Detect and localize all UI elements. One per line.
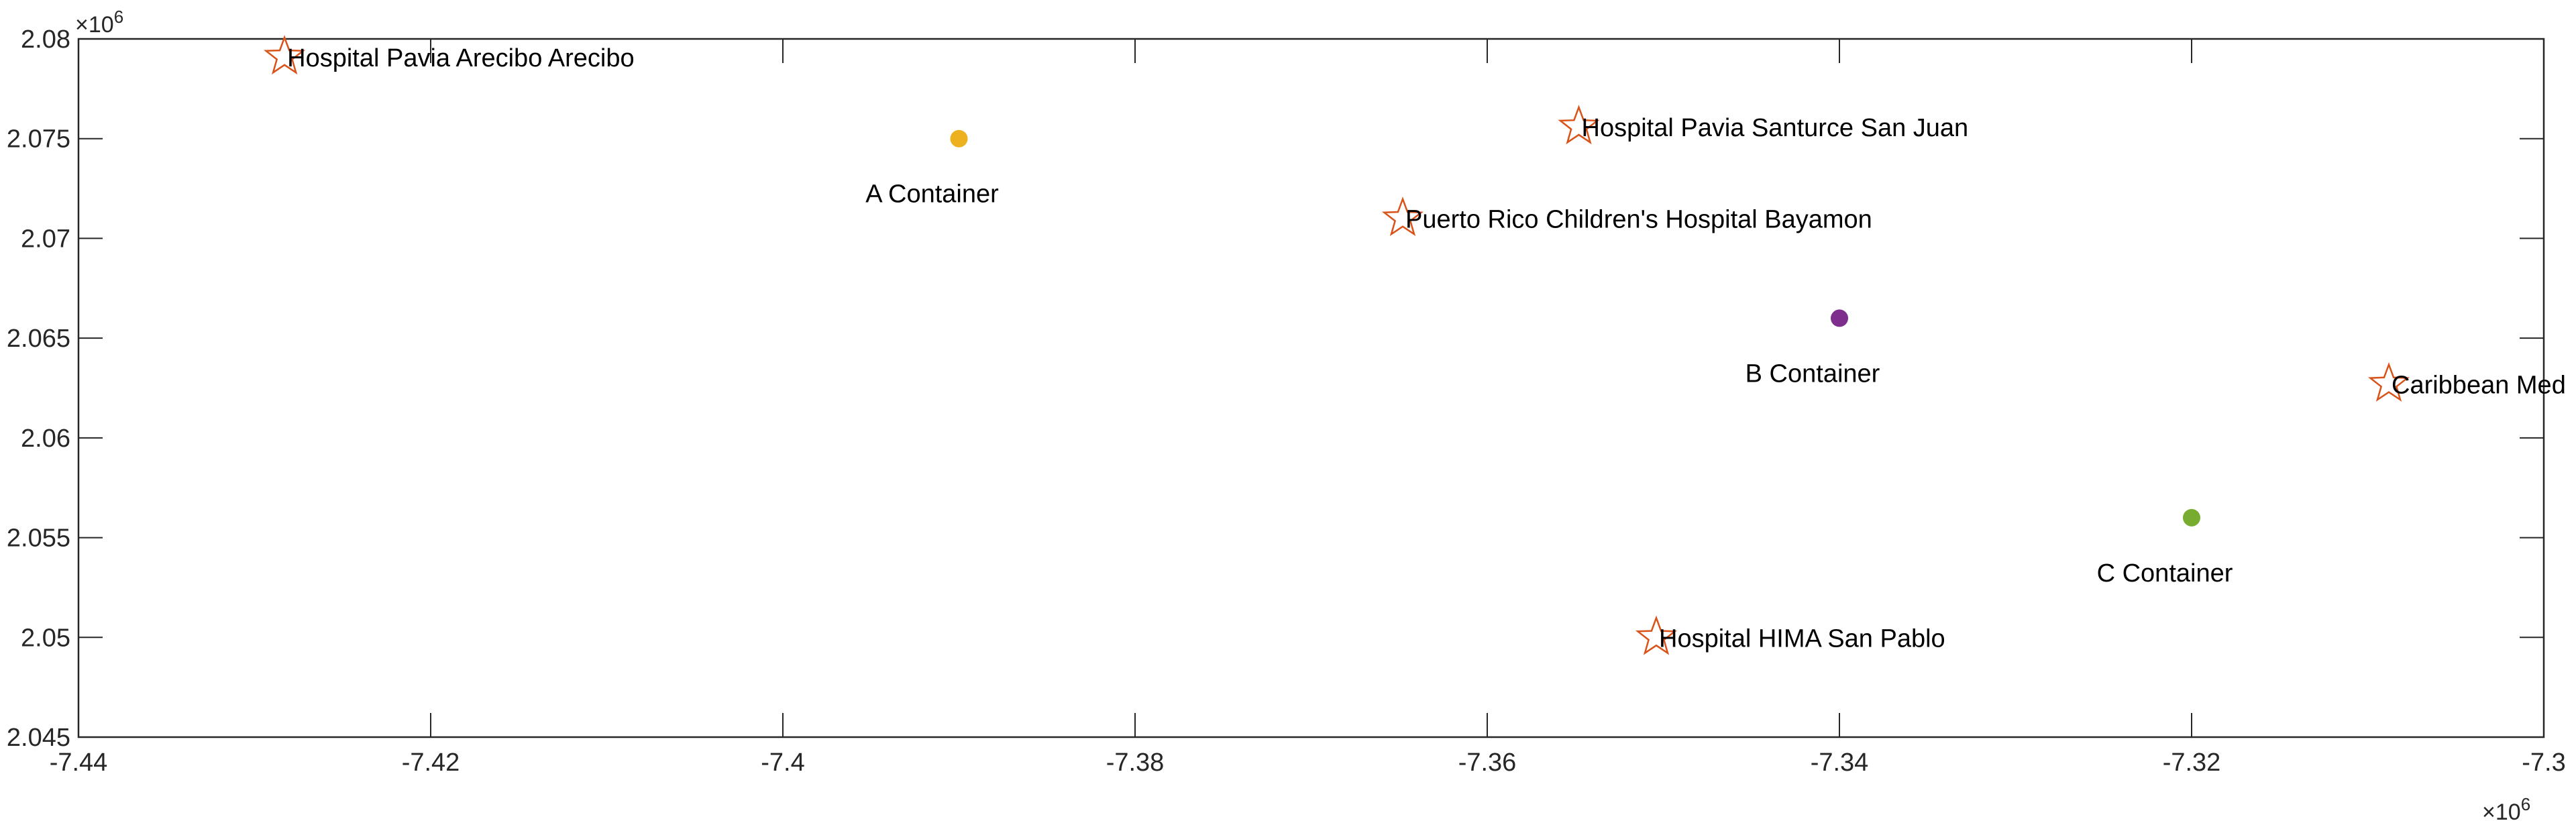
- x-tick-label: -7.34: [1811, 749, 1869, 777]
- y-tick-label: 2.075: [7, 125, 70, 154]
- x-tick-label: -7.42: [402, 749, 460, 777]
- y-tick-label: 2.07: [21, 225, 70, 253]
- x-tick-label: -7.32: [2163, 749, 2221, 777]
- hospital-label: Hospital Pavia Santurce San Juan: [1582, 114, 1969, 142]
- chart-marks: [264, 35, 2410, 655]
- x-tick-label: -7.44: [50, 749, 108, 777]
- hospital-star-marker: [2367, 362, 2410, 402]
- hospital-label: Hospital HIMA San Pablo: [1659, 624, 1945, 653]
- container-label: C Container: [2097, 559, 2233, 588]
- y-tick-label: 2.065: [7, 325, 70, 353]
- x-exponent-label: ×106: [2482, 794, 2530, 825]
- x-tick-label: -7.36: [1458, 749, 1517, 777]
- hospital-label: Puerto Rico Children's Hospital Bayamon: [1405, 206, 1872, 234]
- hospital-star-marker: [1381, 197, 1424, 237]
- hospital-label: Caribbean Med: [2392, 372, 2566, 400]
- hospital-star-marker: [1558, 105, 1600, 145]
- x-tick-label: -7.38: [1106, 749, 1165, 777]
- x-tick-label: -7.3: [2522, 749, 2565, 777]
- svg-text:×106: ×106: [75, 7, 123, 38]
- axes-box: [77, 38, 2545, 738]
- y-tick-label: 2.08: [21, 25, 70, 54]
- container-label: B Container: [1746, 360, 1880, 388]
- y-tick-label: 2.055: [7, 525, 70, 553]
- hospital-star-marker: [1635, 615, 1678, 655]
- container-marker: [950, 129, 968, 148]
- y-tick-label: 2.05: [21, 624, 70, 652]
- hospital-star-marker: [264, 35, 306, 75]
- svg-text:×106: ×106: [2482, 794, 2530, 825]
- tick-labels: -7.44 -7.42 -7.4 -7.38 -7.36 -7.34 -7.32 -7.3 2.…: [7, 25, 2566, 777]
- point-labels: Hospital Pavia Arecibo Arecibo Hospital P…: [287, 44, 2566, 653]
- container-label: A Container: [865, 180, 999, 209]
- y-tick-label: 2.06: [21, 425, 70, 453]
- container-marker: [2183, 508, 2200, 527]
- y-exponent-label: ×106: [75, 7, 123, 38]
- container-marker: [1831, 309, 1848, 327]
- y-tick-label: 2.045: [7, 724, 70, 752]
- axis-ticks: [78, 38, 2544, 738]
- x-tick-label: -7.4: [761, 749, 804, 777]
- hospital-label: Hospital Pavia Arecibo Arecibo: [287, 44, 635, 72]
